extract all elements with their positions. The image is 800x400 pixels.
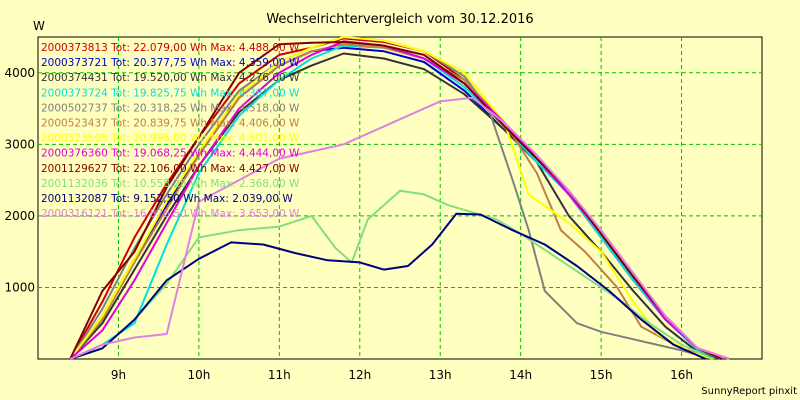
y-axis-label: W (33, 19, 45, 33)
series-line (69, 41, 723, 360)
series-line (69, 36, 714, 360)
legend-entry: 2000373813 Tot: 22.079,00 Wh Max: 4.488,… (41, 42, 300, 54)
y-tick-label: 4000 (4, 66, 35, 80)
x-tick-label: 11h (268, 368, 291, 382)
series-line (69, 96, 731, 360)
legend-entry: 2000316121 Tot: 16.878,50 Wh Max: 3.653,… (41, 208, 300, 220)
legend-entry: 2000502737 Tot: 20.318,25 Wh Max: 4.518,… (41, 102, 300, 114)
legend-entry: 2001129627 Tot: 22.106,00 Wh Max: 4.427,… (41, 163, 300, 175)
legend-entry: 2000523505 Tot: 20.995,00 Wh Max: 4.501,… (41, 133, 300, 145)
x-tick-label: 15h (590, 368, 613, 382)
x-tick-label: 12h (348, 368, 371, 382)
axis-ticks: 9h 10h 11h 12h 13h 14h 15h 16h 1000 2000 3000 4000 (4, 66, 693, 382)
y-tick-label: 3000 (4, 137, 35, 151)
legend-entry: 2000373721 Tot: 20.377,75 Wh Max: 4.359,… (41, 57, 300, 69)
x-tick-label: 14h (509, 368, 532, 382)
legend: 2000373813 Tot: 22.079,00 Wh Max: 4.488,… (41, 42, 300, 220)
x-tick-label: 9h (111, 368, 126, 382)
footer-credit: SunnyReport pinxit (701, 386, 797, 397)
x-tick-label: 13h (429, 368, 452, 382)
y-tick-label: 2000 (4, 209, 35, 223)
series-line (69, 189, 715, 360)
series-lines (69, 36, 731, 360)
series-line (69, 52, 723, 360)
legend-entry: 2001132087 Tot: 9.152,50 Wh Max: 2.039,0… (41, 193, 293, 205)
legend-entry: 2000376360 Tot: 19.068,25 Wh Max: 4.444,… (41, 148, 300, 160)
chart-title: Wechselrichtervergleich vom 30.12.2016 (266, 12, 533, 27)
legend-entry: 2000523437 Tot: 20.839,75 Wh Max: 4.406,… (41, 118, 300, 130)
x-tick-label: 16h (670, 368, 693, 382)
legend-entry: 2000374431 Tot: 19.520,00 Wh Max: 4.276,… (41, 72, 300, 84)
legend-entry: 2001132036 Tot: 10.558,25 Wh Max: 2.368,… (41, 178, 300, 190)
x-tick-label: 10h (187, 368, 210, 382)
legend-entry: 2000373724 Tot: 19.825,75 Wh Max: 4.387,… (41, 87, 300, 99)
y-tick-label: 1000 (4, 280, 35, 294)
